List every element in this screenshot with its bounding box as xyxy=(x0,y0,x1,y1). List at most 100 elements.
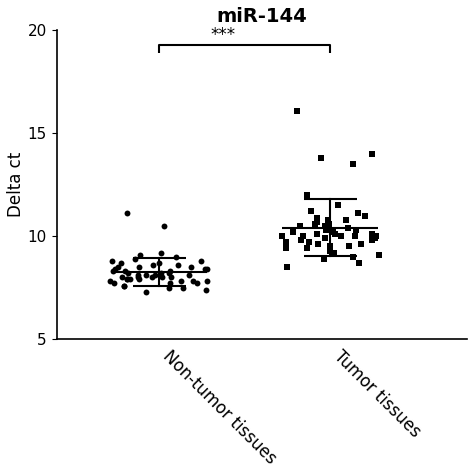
Point xyxy=(326,220,333,228)
Point xyxy=(331,230,339,238)
Point xyxy=(201,265,209,273)
Point xyxy=(114,263,122,271)
Point xyxy=(320,255,328,263)
Point xyxy=(204,277,211,285)
Point xyxy=(296,222,304,229)
Point xyxy=(172,253,180,260)
Point xyxy=(371,234,378,242)
Point xyxy=(151,271,159,279)
Point xyxy=(311,220,319,228)
Point xyxy=(148,274,156,281)
Point xyxy=(120,282,128,289)
Point xyxy=(174,261,182,269)
Point xyxy=(313,218,321,226)
Point xyxy=(123,276,130,283)
Point xyxy=(355,259,363,266)
Point xyxy=(313,230,321,238)
Point xyxy=(190,277,197,285)
Point xyxy=(308,208,315,215)
Point xyxy=(373,232,380,240)
Point xyxy=(330,249,338,256)
Point xyxy=(303,245,310,252)
Point xyxy=(110,280,118,287)
Point xyxy=(345,243,353,250)
Point xyxy=(324,216,332,223)
Point xyxy=(118,274,126,281)
Point xyxy=(134,271,142,279)
Y-axis label: Delta ct: Delta ct xyxy=(7,152,25,217)
Point xyxy=(368,150,376,158)
Point xyxy=(166,280,173,287)
Point xyxy=(134,274,142,281)
Point xyxy=(303,191,311,199)
Point xyxy=(123,276,131,283)
Point xyxy=(125,269,132,277)
Point xyxy=(123,209,131,217)
Point xyxy=(165,269,173,277)
Point xyxy=(289,228,296,236)
Point xyxy=(343,216,350,223)
Point xyxy=(368,230,376,238)
Point xyxy=(318,154,325,162)
Point xyxy=(337,232,345,240)
Point xyxy=(297,237,305,244)
Text: ***: *** xyxy=(210,26,236,44)
Point xyxy=(313,214,320,221)
Point xyxy=(305,238,312,246)
Point xyxy=(358,240,365,248)
Point xyxy=(203,265,211,273)
Point xyxy=(158,274,165,281)
Point xyxy=(126,276,134,283)
Point xyxy=(136,276,143,283)
Point xyxy=(157,249,165,256)
Point xyxy=(282,238,290,246)
Point xyxy=(185,271,192,279)
Point xyxy=(149,261,157,269)
Point xyxy=(329,228,337,236)
Point xyxy=(165,284,173,291)
Point xyxy=(177,277,184,285)
Point xyxy=(179,284,187,291)
Point xyxy=(334,201,341,209)
Point xyxy=(155,259,163,266)
Point xyxy=(157,269,164,277)
Point xyxy=(193,280,201,287)
Point xyxy=(368,237,376,244)
Point xyxy=(111,265,118,273)
Point xyxy=(314,240,322,248)
Title: miR-144: miR-144 xyxy=(217,7,307,26)
Point xyxy=(122,267,129,275)
Point xyxy=(321,234,329,242)
Point xyxy=(202,286,210,294)
Point xyxy=(120,282,128,289)
Point xyxy=(294,107,301,114)
Point xyxy=(278,232,285,240)
Point xyxy=(322,226,330,234)
Point xyxy=(327,247,334,254)
Point xyxy=(354,209,362,217)
Point xyxy=(106,277,114,285)
Point xyxy=(108,257,115,265)
Point xyxy=(198,257,205,265)
Point xyxy=(136,251,144,258)
Point xyxy=(351,232,359,240)
Point xyxy=(344,224,351,232)
Point xyxy=(117,259,124,266)
Point xyxy=(136,263,143,271)
Point xyxy=(375,251,383,258)
Point xyxy=(352,226,360,234)
Point xyxy=(109,267,117,275)
Point xyxy=(327,243,334,250)
Point xyxy=(167,274,174,281)
Point xyxy=(361,212,369,219)
Point xyxy=(299,232,306,240)
Point xyxy=(349,253,357,260)
Point xyxy=(349,160,356,168)
Point xyxy=(143,288,150,295)
Point xyxy=(322,222,329,229)
Point xyxy=(142,271,149,279)
Point xyxy=(187,263,195,271)
Point xyxy=(283,263,291,271)
Point xyxy=(160,222,168,229)
Point xyxy=(166,267,174,275)
